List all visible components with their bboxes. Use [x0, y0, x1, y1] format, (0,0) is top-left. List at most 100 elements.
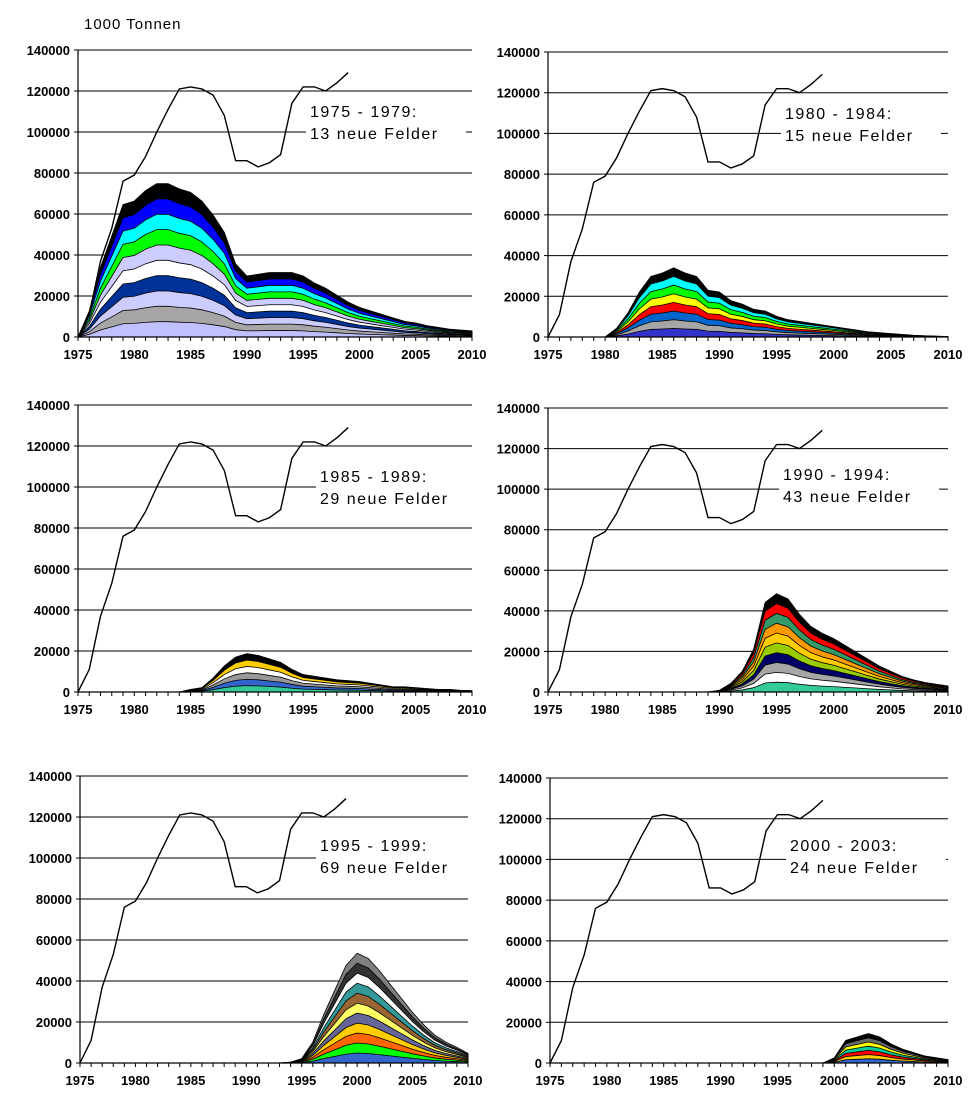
x-tick-label: 1980: [592, 1073, 621, 1088]
y-tick-label: 120000: [27, 439, 70, 454]
y-tick-label: 60000: [504, 208, 540, 223]
annotation-background: [786, 831, 946, 879]
x-tick-label: 2005: [398, 1073, 427, 1088]
annotation-line: 1985 - 1989:: [320, 469, 428, 486]
annotation-background: [316, 462, 476, 510]
x-tick-label: 1975: [534, 702, 563, 717]
y-tick-label: 60000: [504, 563, 540, 578]
x-tick-label: 1995: [763, 1073, 792, 1088]
total-production-line: [547, 73, 823, 338]
y-tick-label: 60000: [506, 934, 542, 949]
annotation-line: 15 neue Felder: [785, 128, 914, 145]
x-tick-label: 1980: [120, 702, 149, 717]
total-production-line: [77, 427, 349, 693]
y-tick-label: 80000: [504, 523, 540, 538]
y-tick-label: 120000: [497, 442, 540, 457]
x-tick-label: 1980: [121, 1073, 150, 1088]
annotation-line: 1975 - 1979:: [310, 104, 418, 121]
x-tick-label: 1975: [64, 702, 93, 717]
y-tick-label: 20000: [504, 289, 540, 304]
x-tick-label: 1975: [66, 1073, 95, 1088]
y-tick-label: 20000: [506, 1015, 542, 1030]
x-tick-label: 1995: [762, 702, 791, 717]
y-tick-label: 40000: [34, 248, 70, 263]
panel-annotation: 1980 - 1984: 15 neue Felder: [781, 99, 941, 147]
y-tick-label: 80000: [506, 893, 542, 908]
y-tick-label: 80000: [34, 521, 70, 536]
chart-panel-top-left: 0 20000 40000 60000 80000 100000 120000 140000 1…: [27, 43, 487, 362]
chart-panel-middle-left: 0 20000 40000 60000 80000 100000 120000 140000 1…: [27, 398, 487, 717]
y-tick-label: 140000: [497, 401, 540, 416]
chart-panel-bottom-right: 0 20000 40000 60000 80000 100000 120000 140000 1…: [499, 771, 963, 1088]
y-tick-label: 140000: [27, 43, 70, 58]
x-tick-label: 1985: [176, 1073, 205, 1088]
x-tick-label: 2010: [454, 1073, 483, 1088]
x-tick-label: 1990: [705, 347, 734, 362]
annotation-line: 13 neue Felder: [310, 126, 439, 143]
chart-panel-top-right: 0 20000 40000 60000 80000 100000 120000 140000 1…: [497, 45, 963, 362]
annotation-line: 69 neue Felder: [320, 860, 449, 877]
x-tick-label: 2005: [876, 702, 905, 717]
annotation-background: [781, 99, 941, 147]
y-tick-label: 120000: [497, 86, 540, 101]
x-tick-label: 2000: [819, 347, 848, 362]
y-tick-label: 20000: [504, 644, 540, 659]
y-tick-label: 60000: [34, 207, 70, 222]
x-tick-label: 1995: [289, 702, 318, 717]
x-tick-label: 1975: [536, 1073, 565, 1088]
annotation-line: 29 neue Felder: [320, 491, 449, 508]
total-production-line: [547, 429, 823, 693]
y-tick-label: 120000: [27, 84, 70, 99]
x-tick-label: 2005: [401, 347, 430, 362]
annotation-background: [316, 831, 476, 879]
x-tick-label: 1985: [648, 702, 677, 717]
panel-annotation: 2000 - 2003: 24 neue Felder: [786, 831, 946, 879]
y-tick-label: 140000: [29, 769, 72, 784]
x-tick-label: 2005: [401, 702, 430, 717]
y-tick-label: 80000: [36, 892, 72, 907]
area-band-0: [77, 321, 473, 338]
y-tick-label: 100000: [499, 852, 542, 867]
x-tick-label: 1980: [591, 702, 620, 717]
y-tick-label: 100000: [497, 482, 540, 497]
y-tick-label: 140000: [497, 45, 540, 60]
x-tick-label: 1990: [232, 702, 261, 717]
y-tick-label: 0: [63, 685, 70, 700]
y-tick-label: 80000: [504, 167, 540, 182]
x-tick-label: 1985: [648, 347, 677, 362]
y-tick-label: 0: [535, 1056, 542, 1071]
annotation-line: 43 neue Felder: [783, 489, 912, 506]
total-production-line: [549, 799, 824, 1064]
x-tick-label: 2000: [345, 347, 374, 362]
y-tick-label: 140000: [27, 398, 70, 413]
y-tick-label: 60000: [36, 933, 72, 948]
total-production-line: [79, 798, 347, 1064]
y-tick-label: 0: [63, 330, 70, 345]
y-tick-label: 20000: [34, 644, 70, 659]
x-tick-label: 2010: [934, 702, 963, 717]
x-tick-label: 1985: [176, 702, 205, 717]
y-tick-label: 80000: [34, 166, 70, 181]
x-tick-label: 2000: [820, 1073, 849, 1088]
y-tick-label: 100000: [497, 126, 540, 141]
x-tick-label: 1980: [120, 347, 149, 362]
y-tick-label: 0: [533, 330, 540, 345]
y-tick-label: 0: [65, 1056, 72, 1071]
y-tick-label: 40000: [504, 604, 540, 619]
y-tick-label: 40000: [504, 249, 540, 264]
x-tick-label: 1980: [591, 347, 620, 362]
annotation-background: [306, 97, 466, 145]
x-tick-label: 2000: [819, 702, 848, 717]
y-tick-label: 100000: [29, 851, 72, 866]
unit-label: 1000 Tonnen: [84, 16, 182, 33]
panel-annotation: 1990 - 1994: 43 neue Felder: [779, 460, 939, 508]
x-tick-label: 2010: [458, 702, 487, 717]
x-tick-label: 1985: [649, 1073, 678, 1088]
chart-panel-bottom-left: 0 20000 40000 60000 80000 100000 120000 140000 1…: [29, 769, 483, 1088]
x-tick-label: 1975: [64, 347, 93, 362]
chart-panel-middle-right: 0 20000 40000 60000 80000 100000 120000 140000 1…: [497, 401, 963, 717]
x-tick-label: 2010: [458, 347, 487, 362]
annotation-line: 1980 - 1984:: [785, 106, 893, 123]
x-tick-label: 1990: [232, 1073, 261, 1088]
annotation-line: 1995 - 1999:: [320, 838, 428, 855]
